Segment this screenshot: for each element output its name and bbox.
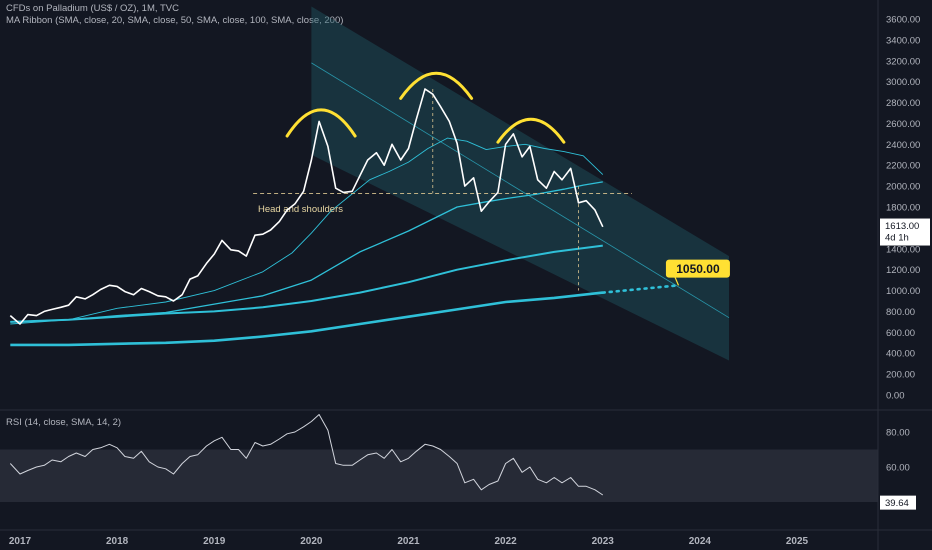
- shoulder-arc-2: [399, 72, 474, 100]
- ma-projection: [601, 284, 680, 294]
- rsi-tick-label: 80.00: [886, 428, 910, 439]
- price-line-group: [9, 88, 604, 325]
- ma-line-1: [10, 137, 604, 325]
- price-tick-label: 1200.00: [886, 265, 920, 276]
- last-price-label: 1613.00: [885, 221, 919, 232]
- time-tick-label: 2019: [203, 536, 226, 547]
- time-tick-label: 2021: [397, 536, 420, 547]
- ma-ribbon: [10, 137, 680, 347]
- last-price-badge: [880, 218, 930, 246]
- rsi-line: [9, 414, 604, 496]
- price-tick-label: 0.00: [886, 391, 905, 402]
- target-label: 1050.00: [676, 262, 720, 276]
- time-tick-label: 2022: [495, 536, 518, 547]
- price-tick-label: 3200.00: [886, 56, 920, 67]
- price-tick-label: 3400.00: [886, 35, 920, 46]
- price-tick-label: 1000.00: [886, 286, 920, 297]
- ma-line-2: [10, 181, 603, 323]
- shoulder-arc-1: [285, 108, 357, 138]
- price-tick-label: 3000.00: [886, 77, 920, 88]
- price-tick-label: 2000.00: [886, 182, 920, 193]
- price-tick-label: 200.00: [886, 370, 915, 381]
- time-tick-label: 2024: [689, 536, 712, 547]
- rsi-band: [0, 449, 878, 502]
- price-tick-label: 2200.00: [886, 161, 920, 172]
- time-tick-label: 2017: [9, 536, 32, 547]
- price-tick-label: 2400.00: [886, 140, 920, 151]
- last-rsi-label: 39.64: [885, 498, 909, 509]
- price-tick-label: 800.00: [886, 307, 915, 318]
- price-tick-label: 2800.00: [886, 98, 920, 109]
- price-tick-label: 600.00: [886, 328, 915, 339]
- time-tick-label: 2023: [592, 536, 615, 547]
- price-tick-label: 1800.00: [886, 203, 920, 214]
- rsi-pane: [0, 414, 878, 502]
- ma-line-3: [10, 244, 603, 323]
- channel: [311, 6, 730, 361]
- last-rsi-badge: [880, 495, 916, 510]
- rsi-tick-label: 60.00: [886, 463, 910, 474]
- price-tick-label: 3600.00: [886, 15, 920, 26]
- ma-line-4: [10, 291, 603, 347]
- shoulder-arc-3: [496, 117, 566, 144]
- channel-fill: [311, 6, 729, 361]
- symbol-legend[interactable]: CFDs on Palladium (US$ / OZ), 1M, TVC: [6, 3, 179, 14]
- price-tick-label: 2600.00: [886, 119, 920, 130]
- pattern-label: Head and shoulders: [258, 204, 343, 215]
- ma-ribbon-legend[interactable]: MA Ribbon (SMA, close, 20, SMA, close, 5…: [6, 15, 344, 26]
- channel-midline: [311, 62, 730, 319]
- rsi-legend[interactable]: RSI (14, close, SMA, 14, 2): [6, 417, 122, 428]
- countdown-label: 4d 1h: [885, 233, 909, 244]
- price-tick-label: 400.00: [886, 349, 915, 360]
- time-tick-label: 2020: [300, 536, 323, 547]
- time-tick-label: 2025: [786, 536, 809, 547]
- time-tick-label: 2018: [106, 536, 129, 547]
- price-line: [9, 88, 604, 325]
- annotations: Head and shoulders 1050.00: [253, 72, 730, 291]
- price-tick-label: 1400.00: [886, 244, 920, 255]
- target-callout: [665, 259, 730, 278]
